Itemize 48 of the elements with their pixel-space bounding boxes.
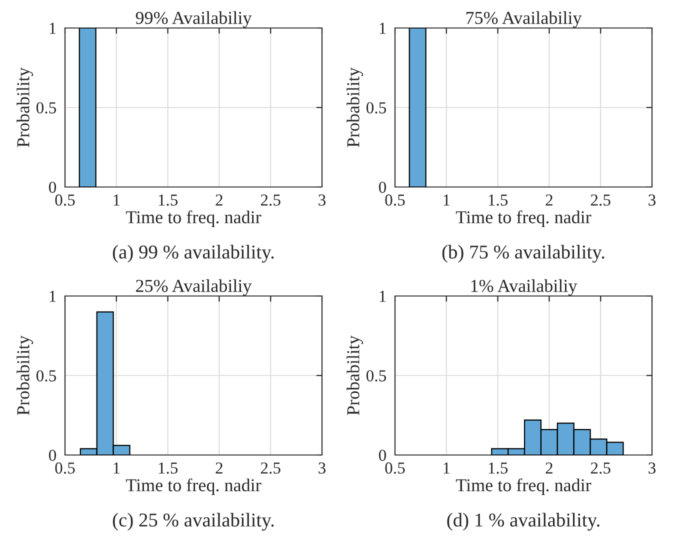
x-tick-label: 3 <box>648 462 656 474</box>
x-axis-title: Time to freq. nadir <box>456 478 592 496</box>
y-axis-title: Probability <box>346 335 364 416</box>
y-tick-label: 0 <box>378 450 386 461</box>
y-axis-title: Probability <box>16 335 34 416</box>
x-tick-label: 2.5 <box>590 194 610 206</box>
x-tick-label: 1.5 <box>158 194 178 206</box>
chart-title: 75% Availabiliy <box>466 11 582 28</box>
x-axis-title: Time to freq. nadir <box>126 210 262 228</box>
chart-title: 99% Availabiliy <box>136 11 252 28</box>
y-tick-label: 0 <box>378 182 386 193</box>
x-axis-title: Time to freq. nadir <box>126 478 262 496</box>
x-tick-label: 1.5 <box>488 462 508 474</box>
y-tick-label: 0.5 <box>366 370 386 382</box>
x-tick-label: 1.5 <box>158 462 178 474</box>
x-tick-label: 1 <box>444 194 450 206</box>
y-axis-title: Probability <box>346 67 364 148</box>
y-axis-title: Probability <box>16 67 34 148</box>
text: (a) 99 % availability. <box>112 244 274 263</box>
chart-title: 1% Availabiliy <box>471 279 578 296</box>
y-tick-label: 0 <box>48 182 56 193</box>
y-tick-label: 1 <box>380 290 386 302</box>
y-tick-label: 0.5 <box>36 370 56 382</box>
x-tick-label: 2 <box>216 462 222 474</box>
y-tick-label: 0.5 <box>36 102 56 114</box>
x-axis-title: Time to freq. nadir <box>456 210 592 228</box>
y-tick-label: 1 <box>50 290 56 302</box>
chart-title: 25% Availabiliy <box>136 279 252 296</box>
y-tick-label: 1 <box>380 22 386 34</box>
x-tick-label: 2 <box>216 194 222 206</box>
x-tick-label: 1 <box>114 194 120 206</box>
y-tick-label: 0.5 <box>366 102 386 114</box>
x-tick-label: 1.5 <box>488 194 508 206</box>
y-tick-label: 1 <box>50 22 56 34</box>
x-tick-label: 2.5 <box>260 194 280 206</box>
x-tick-label: 1 <box>444 462 450 474</box>
x-tick-label: 2.5 <box>260 462 280 474</box>
x-tick-label: 2 <box>546 462 552 474</box>
x-tick-label: 2 <box>546 194 552 206</box>
text: (c) 25 % availability. <box>112 512 274 531</box>
x-tick-label: 3 <box>318 194 326 206</box>
x-tick-label: 3 <box>648 194 656 206</box>
y-tick-label: 0 <box>48 450 56 461</box>
text: (d) 1 % availability. <box>447 512 600 531</box>
text: (b) 75 % availability. <box>442 244 604 263</box>
x-tick-label: 3 <box>318 462 326 474</box>
x-tick-label: 1 <box>114 462 120 474</box>
x-tick-label: 2.5 <box>590 462 610 474</box>
